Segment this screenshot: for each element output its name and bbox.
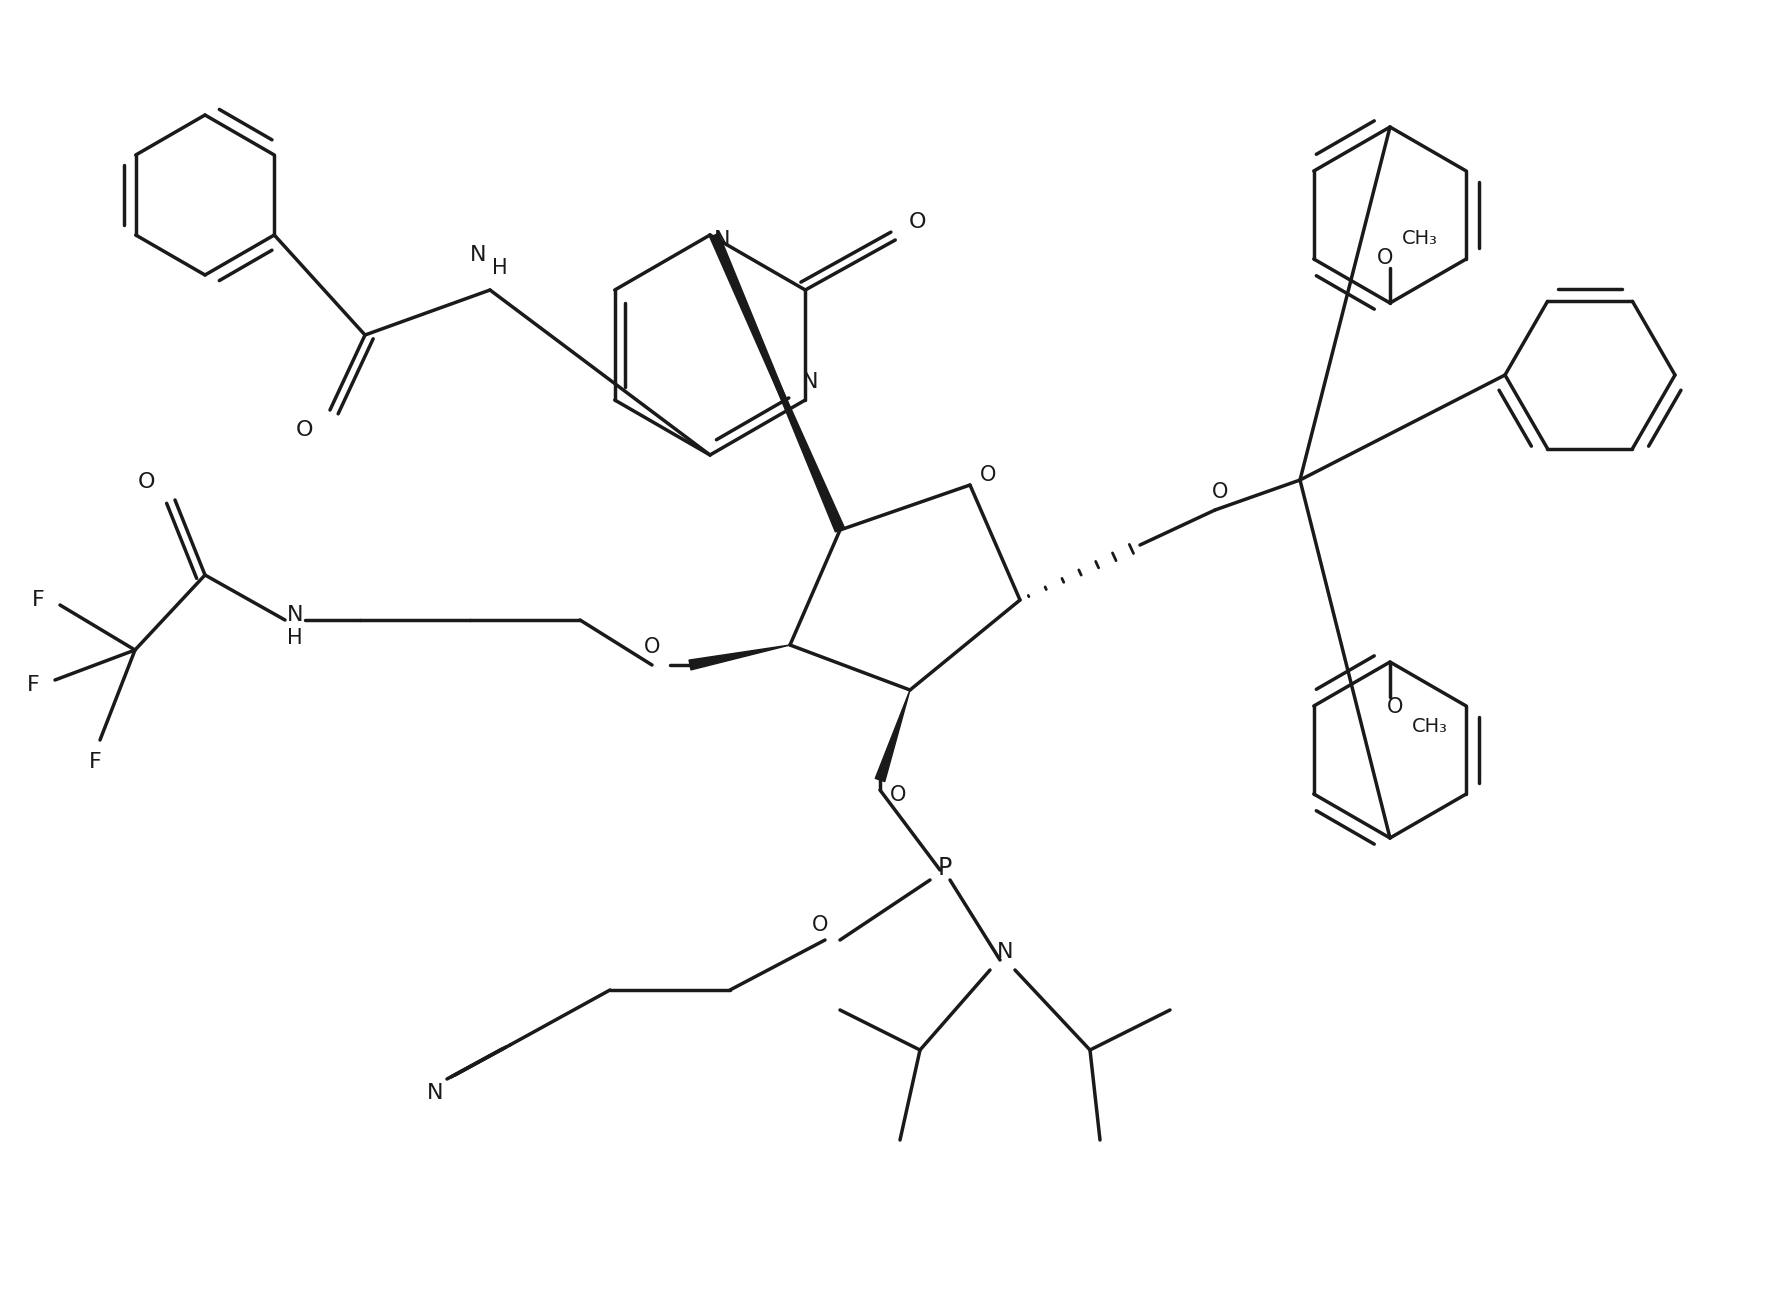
Text: O: O <box>812 915 828 936</box>
Text: O: O <box>1211 482 1227 502</box>
Text: H: H <box>286 628 302 648</box>
Text: F: F <box>89 752 102 773</box>
Text: CH₃: CH₃ <box>1412 717 1447 737</box>
Text: F: F <box>27 675 39 695</box>
Text: O: O <box>644 637 660 657</box>
Text: P: P <box>937 855 952 880</box>
Text: N: N <box>426 1083 444 1102</box>
Text: N: N <box>801 372 818 392</box>
Text: H: H <box>492 258 508 279</box>
Text: O: O <box>297 420 313 440</box>
Polygon shape <box>710 234 839 530</box>
Text: CH₃: CH₃ <box>1401 229 1437 247</box>
Text: N: N <box>286 604 302 625</box>
Text: F: F <box>32 590 45 610</box>
Text: O: O <box>1376 248 1392 268</box>
Text: O: O <box>138 472 156 491</box>
Polygon shape <box>689 645 789 670</box>
Text: O: O <box>1386 696 1403 717</box>
Polygon shape <box>721 255 844 532</box>
Text: N: N <box>714 230 730 250</box>
Text: O: O <box>889 784 905 805</box>
Text: O: O <box>909 212 925 233</box>
Polygon shape <box>875 690 909 782</box>
Text: N: N <box>469 244 487 265</box>
Text: O: O <box>979 465 996 485</box>
Text: N: N <box>996 942 1013 962</box>
